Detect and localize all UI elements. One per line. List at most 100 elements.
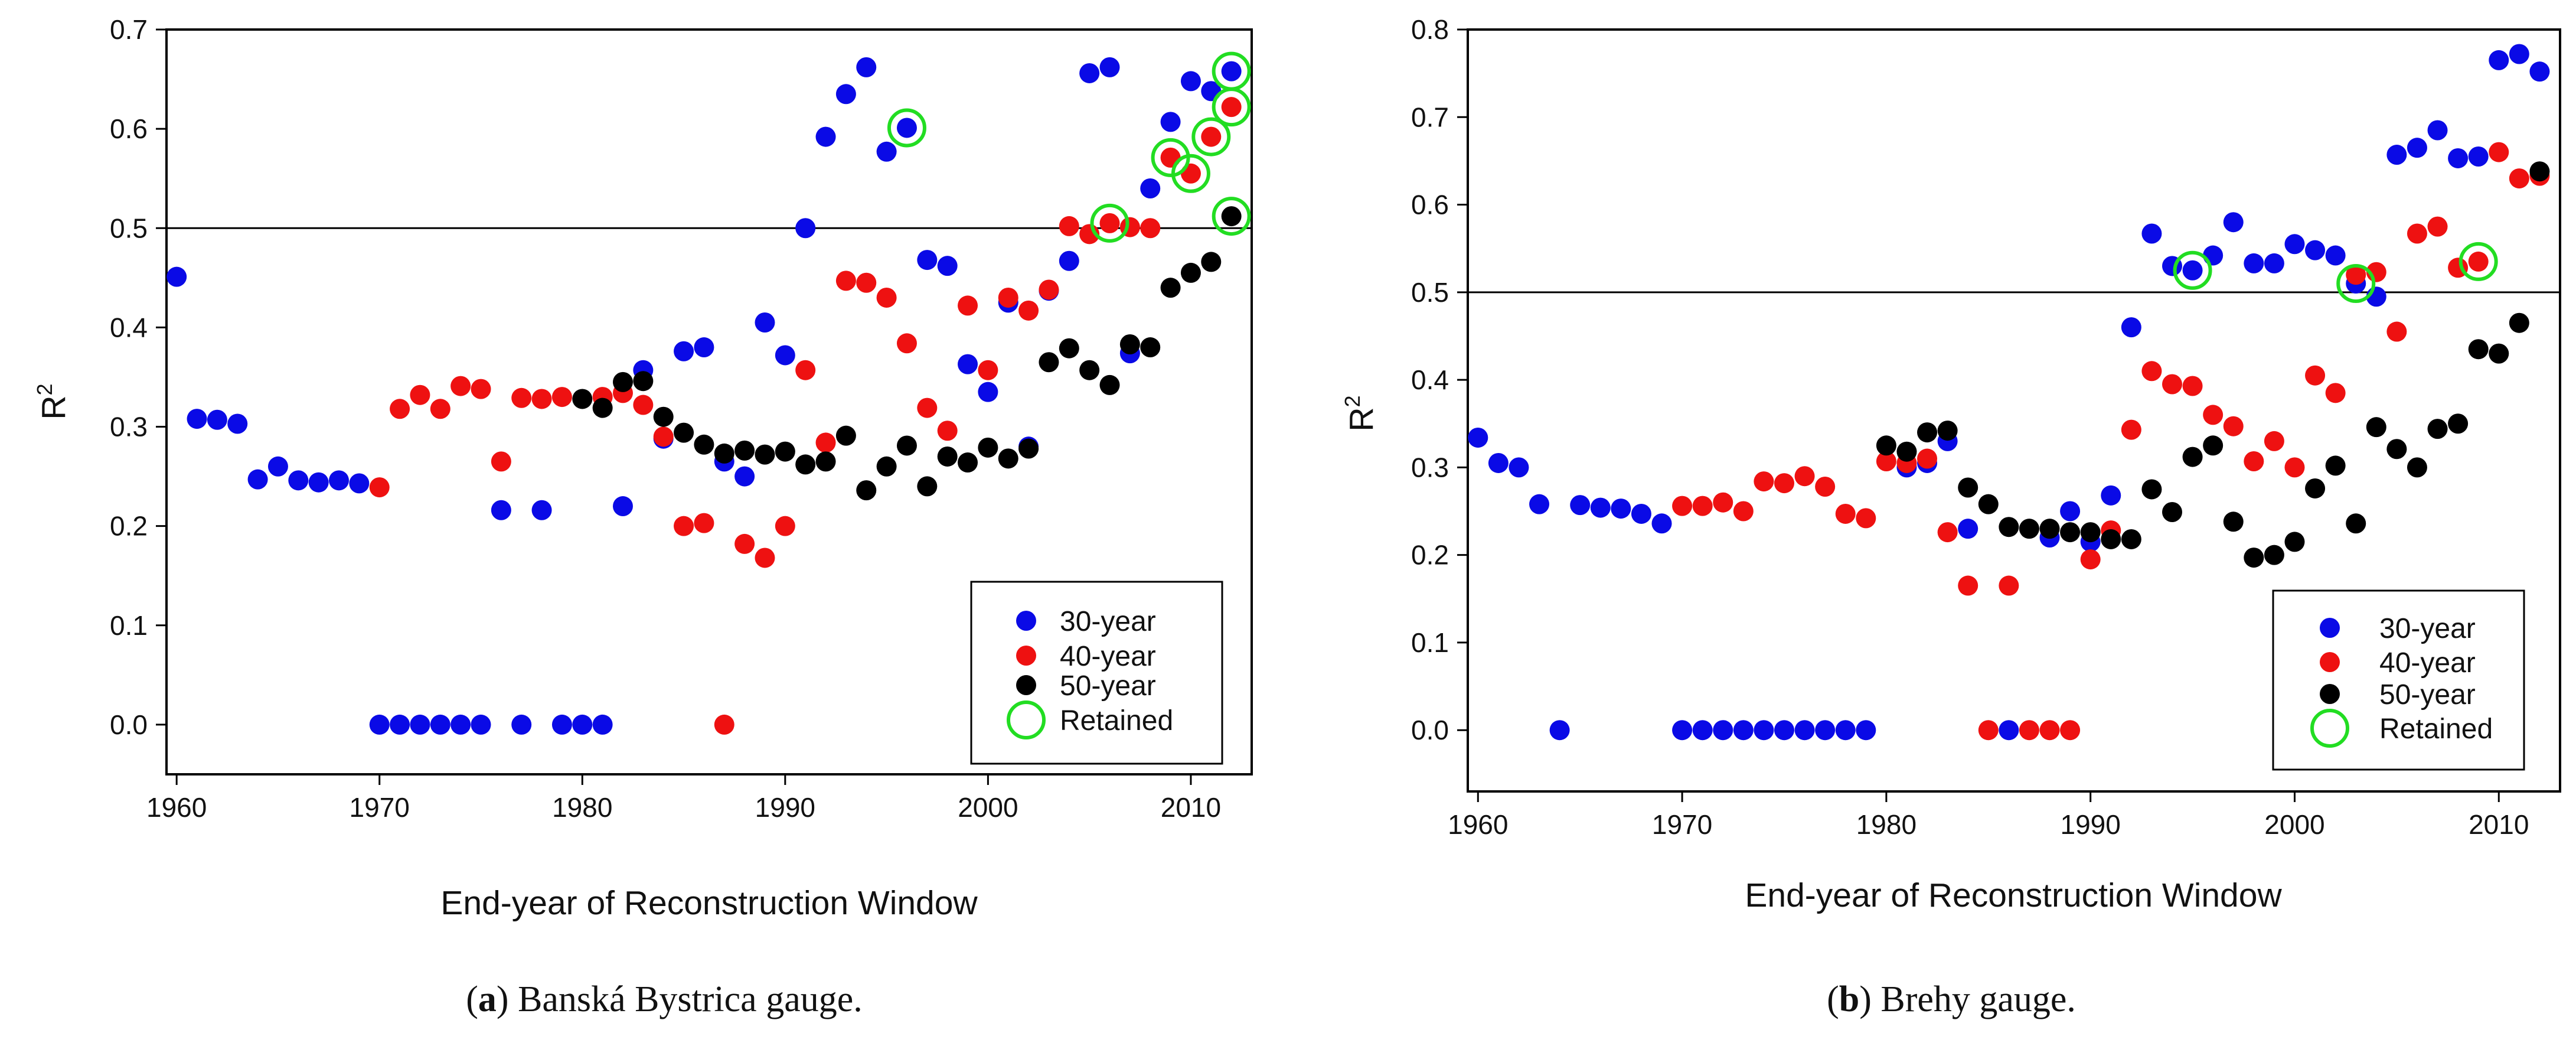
point-50-year — [653, 406, 674, 427]
point-40-year — [511, 387, 532, 408]
point-30-year — [2325, 245, 2346, 266]
point-40-year — [2407, 223, 2427, 244]
point-50-year — [2121, 529, 2141, 549]
point-40-year — [714, 714, 734, 735]
point-40-year — [2346, 265, 2366, 285]
point-30-year — [450, 714, 471, 735]
x-tick-label: 1970 — [1652, 809, 1712, 840]
point-30-year — [896, 118, 917, 138]
point-40-year — [2427, 216, 2448, 237]
point-40-year — [2203, 405, 2224, 425]
y-tick-label: 0.4 — [110, 312, 148, 343]
point-retained — [1191, 117, 1231, 157]
legend-swatch-retained — [1007, 700, 1046, 739]
point-30-year — [815, 126, 836, 147]
point-30-year — [2284, 234, 2305, 255]
point-40-year — [1713, 492, 1733, 513]
point-40-year — [2468, 251, 2489, 272]
y-tick-label: 0.5 — [1411, 277, 1449, 308]
point-30-year — [2141, 223, 2162, 244]
point-40-year — [1692, 496, 1713, 516]
point-40-year — [450, 376, 471, 396]
point-40-year — [1099, 213, 1120, 233]
point-50-year — [1937, 421, 1958, 441]
point-50-year — [755, 444, 775, 465]
point-50-year — [917, 476, 938, 497]
point-40-year — [2039, 720, 2060, 741]
point-30-year — [511, 714, 532, 735]
point-40-year — [1958, 575, 1978, 596]
legend-swatch-40-year — [1016, 646, 1036, 666]
point-50-year — [2039, 519, 2060, 539]
point-30-year — [1488, 452, 1509, 473]
point-30-year — [247, 469, 268, 490]
point-30-year — [369, 714, 390, 735]
point-30-year — [207, 409, 227, 430]
legend-label-50-year: 50-year — [2379, 679, 2476, 711]
x-tick-label: 2000 — [2264, 809, 2324, 840]
y-tick-label: 0.0 — [110, 709, 148, 740]
point-retained — [1090, 203, 1129, 243]
point-30-year — [1529, 494, 1550, 514]
point-30-year — [2060, 501, 2081, 522]
y-tick-label: 0.8 — [1411, 14, 1449, 45]
point-50-year — [958, 452, 978, 473]
legend: 30-year 40-year 50-year Retained — [970, 581, 1223, 765]
point-40-year — [958, 295, 978, 316]
point-40-year — [471, 379, 491, 399]
point-40-year — [2244, 451, 2264, 471]
point-40-year — [2080, 549, 2101, 570]
point-40-year — [653, 426, 674, 447]
point-30-year — [1835, 720, 1856, 741]
point-30-year — [1651, 513, 1672, 534]
point-50-year — [2325, 455, 2346, 476]
point-50-year — [592, 397, 613, 418]
point-50-year — [2244, 548, 2264, 568]
point-30-year — [755, 312, 775, 333]
point-40-year — [1039, 279, 1059, 300]
point-40-year — [551, 387, 572, 408]
point-30-year — [1958, 519, 1978, 539]
point-30-year — [1672, 720, 1693, 741]
legend-swatch-30-year — [1016, 611, 1036, 631]
point-30-year — [1059, 250, 1079, 271]
point-40-year — [998, 287, 1018, 308]
legend-swatch-50-year — [1016, 675, 1036, 695]
point-50-year — [2264, 545, 2284, 565]
point-30-year — [876, 141, 897, 162]
chart-panel-a: 1960 1970 1980 1990 2000 2010 0.0 0.1 0.2 0.3 0.4 0… — [32, 14, 1253, 1019]
point-50-year — [633, 371, 654, 392]
caption-b: (b) Brehy gauge. — [1827, 979, 2076, 1019]
y-tick-label: 0.1 — [1411, 627, 1449, 658]
point-50-year — [978, 437, 998, 458]
point-30-year — [1774, 720, 1794, 741]
point-50-year — [714, 443, 734, 464]
point-30-year — [835, 84, 856, 105]
data-points — [1468, 44, 2550, 741]
point-40-year — [1835, 503, 1856, 524]
legend: 30-year 40-year 50-year Retained — [2272, 589, 2525, 771]
point-50-year — [1079, 360, 1100, 380]
point-30-year — [734, 466, 755, 487]
point-40-year — [2386, 321, 2407, 342]
point-50-year — [2203, 435, 2224, 456]
point-30-year — [410, 714, 430, 735]
y-tick-label: 0.4 — [1411, 364, 1449, 395]
point-retained — [2173, 250, 2212, 290]
x-axis-title: End-year of Reconstruction Window — [440, 884, 978, 922]
point-40-year — [2264, 431, 2284, 451]
point-50-year — [1896, 441, 1917, 462]
point-40-year — [978, 360, 998, 380]
y-tick-label: 0.3 — [110, 412, 148, 442]
point-30-year — [1221, 61, 1242, 82]
point-30-year — [1611, 498, 1631, 519]
point-40-year — [2284, 457, 2305, 478]
point-50-year — [2162, 502, 2182, 522]
point-retained — [1212, 197, 1251, 236]
point-30-year — [2468, 146, 2489, 167]
point-30-year — [1140, 178, 1161, 199]
point-40-year — [795, 360, 816, 380]
point-40-year — [2489, 142, 2509, 162]
point-30-year — [958, 354, 978, 374]
data-points — [166, 51, 1251, 735]
